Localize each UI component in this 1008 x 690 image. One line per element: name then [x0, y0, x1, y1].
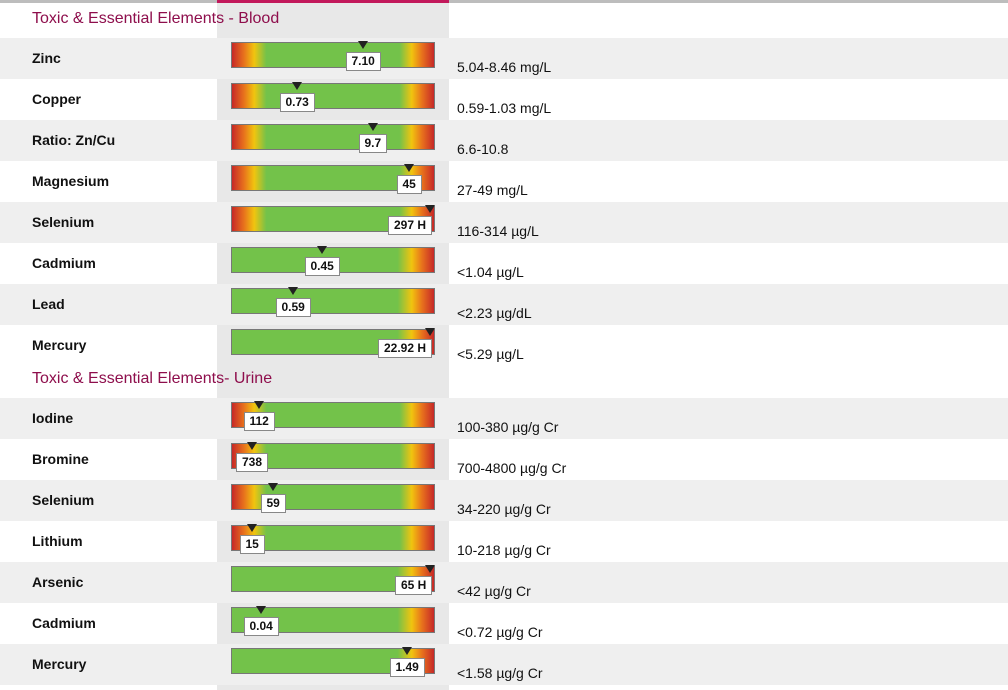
- result-marker-icon: [247, 442, 257, 450]
- analyte-name: Arsenic: [32, 574, 84, 590]
- reference-range: 34-220 µg/g Cr: [457, 501, 551, 517]
- analyte-name: Cadmium: [32, 615, 96, 631]
- result-row: Cadmium 0.45 <1.04 µg/L: [0, 243, 1008, 284]
- result-row: Lithium 15 10-218 µg/g Cr: [0, 521, 1008, 562]
- result-row: Arsenic 65 H <42 µg/g Cr: [0, 562, 1008, 603]
- result-value: 0.59: [275, 298, 311, 317]
- reference-scale-bar: 1.49: [231, 647, 435, 677]
- reference-scale-bar: 112: [231, 401, 435, 431]
- reference-scale-bar: 59: [231, 483, 435, 513]
- result-value: 0.45: [304, 257, 340, 276]
- result-marker-icon: [425, 565, 435, 573]
- section-title: Toxic & Essential Elements - Blood: [32, 10, 280, 27]
- result-marker-icon: [358, 41, 368, 49]
- reference-scale-bar: 65 H: [231, 565, 435, 595]
- result-value: 0.04: [243, 617, 279, 636]
- analyte-name: Zinc: [32, 50, 61, 66]
- result-marker-icon: [368, 123, 378, 131]
- reference-range: <1.04 µg/L: [457, 264, 524, 280]
- result-marker-icon: [247, 524, 257, 532]
- result-marker-icon: [268, 483, 278, 491]
- result-marker-icon: [425, 328, 435, 336]
- reference-range: 700-4800 µg/g Cr: [457, 460, 567, 476]
- reference-range: 27-49 mg/L: [457, 182, 528, 198]
- result-value: 59: [260, 494, 286, 513]
- analyte-name: Bromine: [32, 451, 89, 467]
- reference-range: <1.58 µg/g Cr: [457, 665, 543, 681]
- reference-scale-bar: 0.59: [231, 287, 435, 317]
- result-row: Iodine 112 100-380 µg/g Cr: [0, 398, 1008, 439]
- result-value: 45: [396, 175, 422, 194]
- analyte-name: Lithium: [32, 533, 83, 549]
- result-value: 9.7: [358, 134, 388, 153]
- reference-range: 10-218 µg/g Cr: [457, 542, 551, 558]
- result-row: Magnesium 45 27-49 mg/L: [0, 161, 1008, 202]
- result-row: Bromine 738 700-4800 µg/g Cr: [0, 439, 1008, 480]
- reference-range: <2.23 µg/dL: [457, 305, 532, 321]
- result-row: Selenium 59 34-220 µg/g Cr: [0, 480, 1008, 521]
- analyte-name: Cadmium: [32, 255, 96, 271]
- analyte-name: Mercury: [32, 656, 87, 672]
- analyte-name: Ratio: Zn/Cu: [32, 132, 116, 148]
- result-row: Mercury 1.49 <1.58 µg/g Cr: [0, 644, 1008, 685]
- result-row: Cadmium 0.04 <0.72 µg/g Cr: [0, 603, 1008, 644]
- reference-scale-bar: 7.10: [231, 41, 435, 71]
- section-title: Toxic & Essential Elements- Urine: [32, 370, 273, 387]
- result-row: Copper 0.73 0.59-1.03 mg/L: [0, 79, 1008, 120]
- reference-scale-bar: 22.92 H: [231, 328, 435, 358]
- result-value: 297 H: [388, 216, 433, 235]
- result-row: Ratio: Zn/Cu 9.7 6.6-10.8: [0, 120, 1008, 161]
- analyte-name: Selenium: [32, 492, 95, 508]
- result-value: 15: [239, 535, 265, 554]
- reference-scale-bar: 9.7: [231, 123, 435, 153]
- reference-scale-bar: 0.04: [231, 606, 435, 636]
- analyte-name: Mercury: [32, 337, 87, 353]
- top-divider: [0, 0, 1008, 3]
- reference-scale-bar: 45: [231, 164, 435, 194]
- reference-range: <5.29 µg/L: [457, 346, 524, 362]
- result-value: 7.10: [345, 52, 381, 71]
- result-row: Selenium 297 H 116-314 µg/L: [0, 202, 1008, 243]
- result-marker-icon: [256, 606, 266, 614]
- result-value: 65 H: [395, 576, 433, 595]
- result-marker-icon: [404, 164, 414, 172]
- analyte-name: Lead: [32, 296, 65, 312]
- analyte-name: Selenium: [32, 214, 95, 230]
- result-row: Zinc 7.10 5.04-8.46 mg/L: [0, 38, 1008, 79]
- result-row: Mercury 22.92 H <5.29 µg/L: [0, 325, 1008, 366]
- reference-range: <0.72 µg/g Cr: [457, 624, 543, 640]
- reference-range: 100-380 µg/g Cr: [457, 419, 559, 435]
- reference-range: 6.6-10.8: [457, 141, 509, 157]
- analyte-name: Magnesium: [32, 173, 110, 189]
- reference-scale-bar: 0.73: [231, 82, 435, 112]
- result-value: 0.73: [279, 93, 315, 112]
- analyte-name: Copper: [32, 91, 81, 107]
- reference-scale-bar: 297 H: [231, 205, 435, 235]
- result-marker-icon: [402, 647, 412, 655]
- reference-range: 116-314 µg/L: [457, 223, 539, 239]
- reference-scale-bar: 15: [231, 524, 435, 554]
- result-value: 112: [243, 412, 275, 431]
- result-marker-icon: [425, 205, 435, 213]
- reference-scale-bar: 0.45: [231, 246, 435, 276]
- result-value: 1.49: [389, 658, 425, 677]
- result-value: 22.92 H: [378, 339, 433, 358]
- reference-range: <42 µg/g Cr: [457, 583, 531, 599]
- result-row: Lead 0.59 <2.23 µg/dL: [0, 284, 1008, 325]
- result-marker-icon: [317, 246, 327, 254]
- reference-range: 5.04-8.46 mg/L: [457, 59, 552, 75]
- result-marker-icon: [292, 82, 302, 90]
- active-tab-indicator: [217, 0, 449, 3]
- analyte-name: Iodine: [32, 410, 74, 426]
- reference-scale-bar: 738: [231, 442, 435, 472]
- result-marker-icon: [254, 401, 264, 409]
- result-marker-icon: [288, 287, 298, 295]
- reference-range: 0.59-1.03 mg/L: [457, 100, 552, 116]
- result-value: 738: [236, 453, 269, 472]
